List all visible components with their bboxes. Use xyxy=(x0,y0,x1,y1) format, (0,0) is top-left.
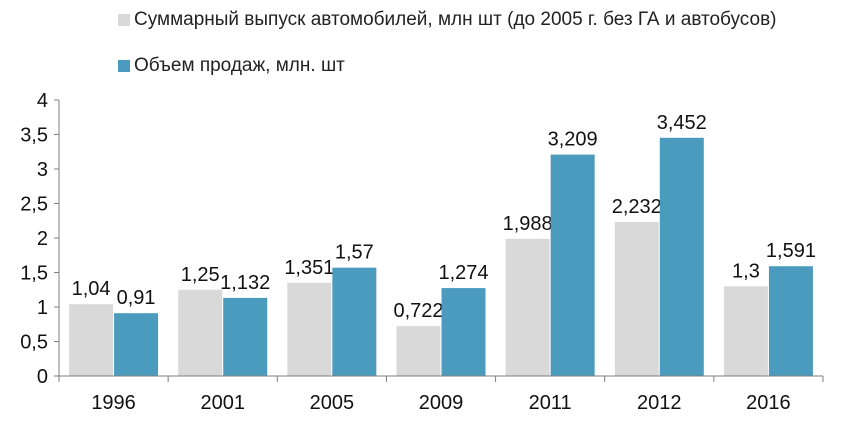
bar-sales-2009 xyxy=(441,288,486,376)
bar-sales-2011 xyxy=(550,154,595,376)
legend-swatch-production xyxy=(118,14,130,26)
data-label-sales-2016: 1,591 xyxy=(766,240,816,262)
legend-item-sales: Объем продаж, млн. шт xyxy=(118,54,777,78)
bar-sales-2005 xyxy=(332,267,377,376)
data-label-sales-2001: 1,132 xyxy=(220,272,270,294)
data-label-sales-2009: 1,274 xyxy=(438,262,488,284)
y-tick-label-4: 2 xyxy=(37,228,48,250)
y-tick-label-5: 2,5 xyxy=(20,194,48,216)
y-tick-label-2: 1 xyxy=(37,297,48,319)
data-label-production-2012: 2,232 xyxy=(612,196,662,218)
bar-sales-2001 xyxy=(223,297,268,376)
chart-legend: Суммарный выпуск автомобилей, млн шт (до… xyxy=(118,8,777,100)
legend-label-sales: Объем продаж, млн. шт xyxy=(134,55,345,76)
bar-production-2001 xyxy=(178,289,223,376)
data-label-production-2009: 0,722 xyxy=(393,300,443,322)
x-tick-label-2001: 2001 xyxy=(200,392,245,414)
x-tick-label-2016: 2016 xyxy=(746,392,791,414)
bar-production-2012 xyxy=(614,221,659,376)
data-label-sales-1996: 0,91 xyxy=(117,287,156,309)
legend-swatch-sales xyxy=(118,60,130,72)
x-tick-label-2011: 2011 xyxy=(529,392,572,414)
bar-production-2005 xyxy=(287,282,332,376)
bar-production-2011 xyxy=(505,238,550,376)
x-tick-label-2012: 2012 xyxy=(637,392,682,414)
data-label-production-2005: 1,351 xyxy=(284,257,334,279)
data-label-sales-2005: 1,57 xyxy=(335,242,374,264)
bar-production-2016 xyxy=(723,286,768,376)
data-label-production-1996: 1,04 xyxy=(72,278,111,300)
y-tick-label-6: 3 xyxy=(37,159,48,181)
bar-production-2009 xyxy=(396,326,441,376)
y-tick-label-1: 0,5 xyxy=(20,332,48,354)
data-label-production-2001: 1,25 xyxy=(181,264,220,286)
y-tick-label-8: 4 xyxy=(37,90,48,112)
bar-sales-1996 xyxy=(114,313,159,376)
x-tick-label-2005: 2005 xyxy=(310,392,355,414)
y-tick-label-7: 3,5 xyxy=(20,125,48,147)
data-label-production-2011: 1,988 xyxy=(503,213,553,235)
data-label-production-2016: 1,3 xyxy=(732,260,760,282)
y-tick-label-3: 1,5 xyxy=(20,263,48,285)
data-label-sales-2012: 3,452 xyxy=(657,112,707,134)
bar-sales-2016 xyxy=(768,266,813,376)
data-label-sales-2011: 3,209 xyxy=(548,129,598,151)
x-tick-label-2009: 2009 xyxy=(419,392,464,414)
legend-label-production: Суммарный выпуск автомобилей, млн шт (до… xyxy=(134,9,777,30)
bar-production-1996 xyxy=(69,304,114,376)
legend-item-production: Суммарный выпуск автомобилей, млн шт (до… xyxy=(118,8,777,32)
y-tick-label-0: 0 xyxy=(37,366,48,388)
x-tick-label-1996: 1996 xyxy=(91,392,136,414)
bar-sales-2012 xyxy=(659,137,704,376)
